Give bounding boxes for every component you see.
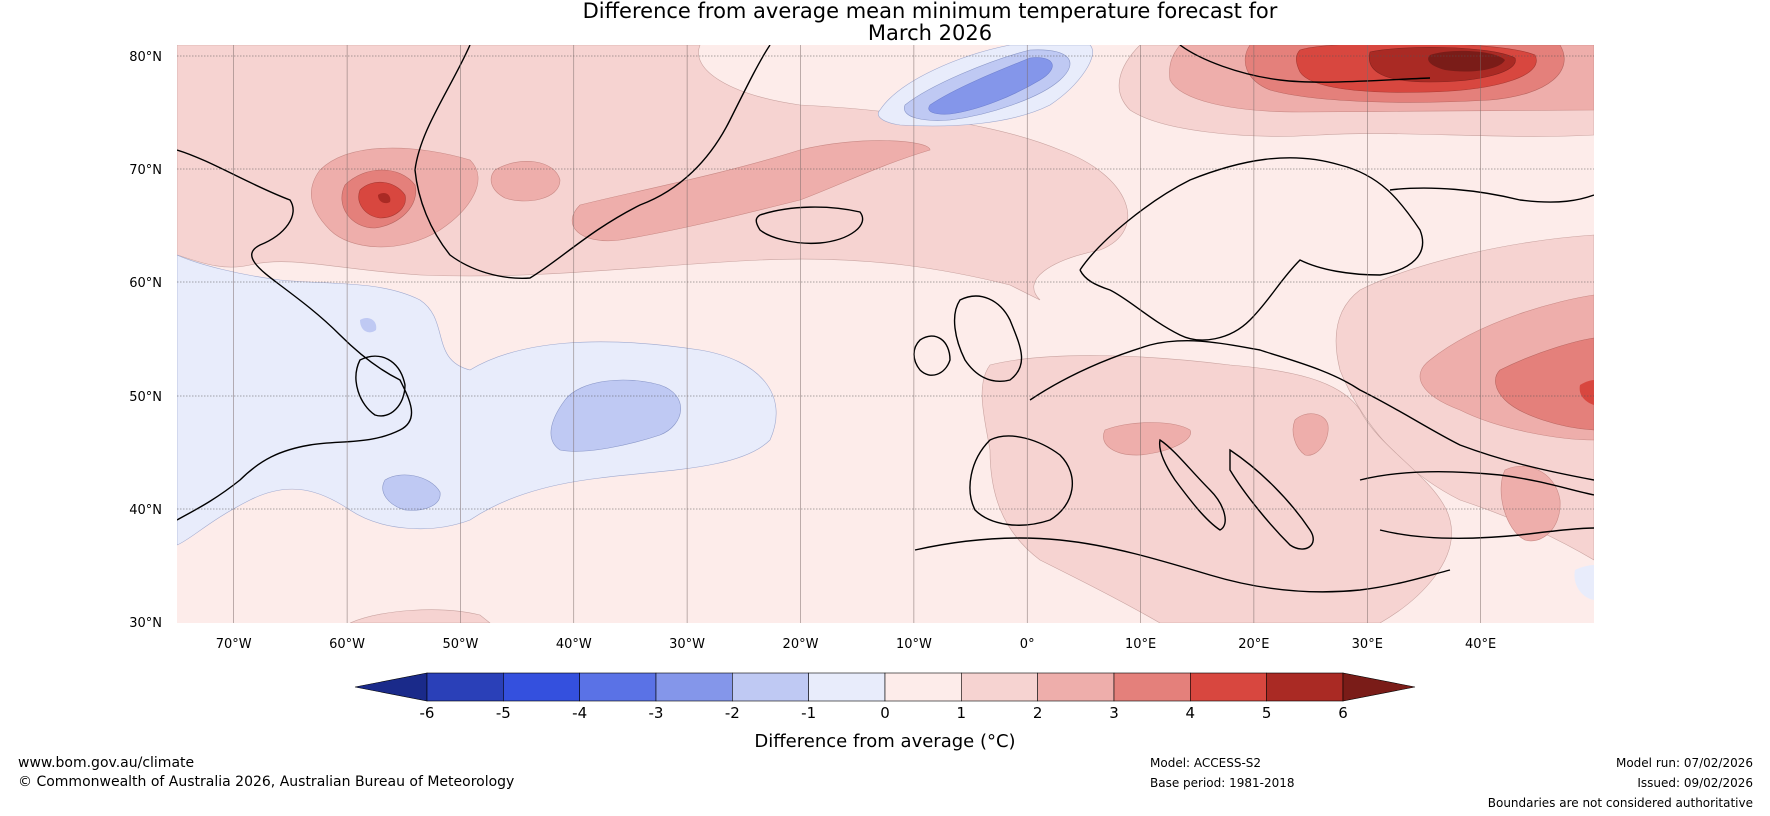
anomaly-band-neg2-neg1-azores [382, 474, 441, 511]
anomaly-band-neg2-neg1-labrador [360, 318, 377, 333]
lat-label-80n: 80°N [129, 50, 162, 65]
footer-issued: Issued: 09/02/2026 [1637, 776, 1753, 790]
continental-europe-coast [1029, 340, 1594, 481]
meridians [233, 45, 1481, 623]
scandinavia-coast [1079, 157, 1424, 341]
colorbar-tick-label: 0 [880, 704, 890, 722]
anomaly-band-neg2-neg1-atlantic [550, 379, 681, 452]
colorbar-extend-high [1342, 672, 1416, 702]
lon-label-70w: 70°W [216, 637, 252, 652]
colorbar-tick-label: 4 [1186, 704, 1196, 722]
greenland-coast [414, 45, 771, 279]
colorbar-bin-3-to-4 [1113, 672, 1191, 702]
lat-label-70n: 70°N [129, 163, 162, 178]
anomaly-band-3-4-russia [1495, 337, 1594, 431]
graticule [177, 55, 1594, 510]
lon-label-60w: 60°W [329, 637, 365, 652]
lat-label-60n: 60°N [129, 276, 162, 291]
colorbar-extend-low [354, 672, 428, 702]
colorbar-tick-label: 1 [957, 704, 967, 722]
anomaly-band-2-3-atlantic [571, 140, 931, 242]
colorbar-bin-5-to-6 [1266, 672, 1344, 702]
latitude-labels: 80°N 70°N 60°N 50°N 40°N 30°N [129, 50, 162, 631]
anomaly-band-neg1-0-labrador [177, 254, 777, 546]
anomaly-band-1-2-north-africa [349, 609, 491, 623]
colorbar-tick-label: 5 [1262, 704, 1272, 722]
iberia-coast [969, 435, 1074, 526]
colorbar-bin-1-to-2 [961, 672, 1038, 702]
footer-model: Model: ACCESS-S2 [1150, 756, 1262, 770]
colorbar-tick-label: -4 [572, 704, 587, 722]
colorbar-bin-0-to-1 [884, 672, 962, 702]
lat-label-40n: 40°N [129, 503, 162, 518]
lon-label-20w: 20°W [783, 637, 819, 652]
footer-copyright: © Commonwealth of Australia 2026, Austra… [18, 774, 515, 790]
anomaly-band-5-6-davis [378, 192, 391, 204]
colorbar-bin--4-to--3 [579, 672, 657, 702]
footer-disclaimer: Boundaries are not considered authoritat… [1487, 796, 1753, 810]
colorbar-bin--6-to--5 [426, 672, 504, 702]
british-isles-coast [953, 295, 1023, 382]
colorbar-tick-label: -5 [496, 704, 511, 722]
colorbar-tick-label: -2 [725, 704, 740, 722]
kola-barents-coast [1179, 45, 1594, 203]
footer-model-run: Model run: 07/02/2026 [1615, 756, 1753, 770]
longitude-labels: 70°W 60°W 50°W 40°W 30°W 20°W 10°W 0° 10… [216, 637, 1496, 652]
coastlines [177, 45, 1594, 593]
lat-label-30n: 30°N [129, 616, 162, 631]
colorbar-tick-labels: -6 -5 -4 -3 -2 -1 0 1 2 3 4 5 6 [420, 704, 1348, 722]
lon-label-30w: 30°W [669, 637, 705, 652]
baffin-labrador-coast [177, 149, 413, 521]
colorbar-bin-4-to-5 [1190, 672, 1267, 702]
colorbar-tick-label: -3 [649, 704, 664, 722]
iceland-coast [755, 206, 864, 245]
lon-label-0: 0° [1020, 637, 1035, 652]
newfoundland-coast [355, 355, 406, 417]
lon-label-40w: 40°W [556, 637, 592, 652]
lon-label-50w: 50°W [442, 637, 478, 652]
italy-coast [1158, 438, 1226, 531]
anomaly-band-4-5-russia [1579, 380, 1594, 405]
lon-label-40e: 40°E [1465, 637, 1496, 652]
anomaly-band-2-3-carpathians [1292, 413, 1329, 456]
map-title-line2: March 2026 [867, 21, 993, 45]
colorbar-bin--3-to--2 [655, 672, 733, 702]
lon-label-30e: 30°E [1352, 637, 1383, 652]
lon-label-20e: 20°E [1238, 637, 1269, 652]
colorbar-tick-label: -1 [801, 704, 816, 722]
anomaly-contours [177, 45, 1594, 623]
map-panel [177, 45, 1594, 623]
balkans-coast [1229, 448, 1314, 550]
lon-label-10w: 10°W [896, 637, 932, 652]
colorbar [354, 672, 1416, 702]
lat-label-50n: 50°N [129, 390, 162, 405]
anomaly-band-neg3-neg2-norway-sea [928, 57, 1053, 115]
colorbar-tick-label: 3 [1109, 704, 1119, 722]
turkey-coast [1359, 471, 1594, 539]
colorbar-bin--1-to-0 [808, 672, 886, 702]
colorbar-bin--2-to--1 [732, 672, 809, 702]
colorbar-tick-label: -6 [420, 704, 435, 722]
anomaly-band-2-3-east-greenland [490, 160, 561, 202]
map-title-line1: Difference from average mean minimum tem… [582, 0, 1278, 23]
colorbar-tick-label: 2 [1033, 704, 1043, 722]
colorbar-tick-label: 6 [1338, 704, 1348, 722]
colorbar-bin--5-to--4 [503, 672, 580, 702]
anomaly-band-1-2-europe [981, 355, 1452, 623]
colorbar-bin-2-to-3 [1037, 672, 1115, 702]
anomaly-band-neg1-0-black-sea [1574, 565, 1594, 600]
colorbar-label: Difference from average (°C) [754, 731, 1015, 752]
footer-base-period: Base period: 1981-2018 [1150, 776, 1295, 790]
lon-label-10e: 10°E [1125, 637, 1156, 652]
anomaly-band-2-3-turkey [1500, 466, 1561, 542]
footer-website[interactable]: www.bom.gov.au/climate [18, 755, 195, 771]
north-africa-coast [914, 537, 1451, 593]
